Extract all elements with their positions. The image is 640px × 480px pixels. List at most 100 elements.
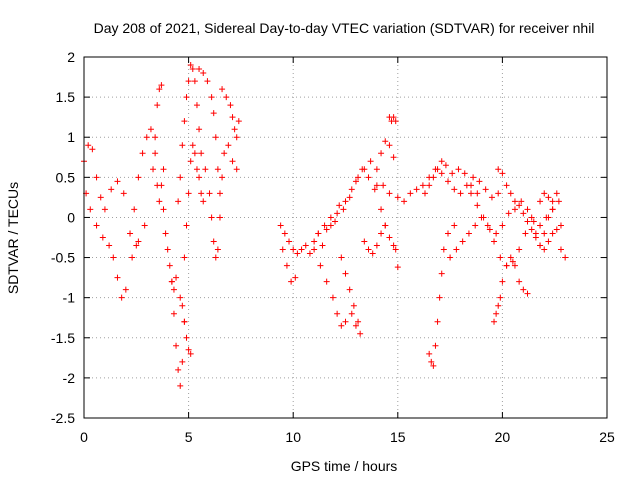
series-sat-j — [196, 66, 223, 197]
data-point — [214, 166, 221, 173]
data-point — [373, 166, 380, 173]
data-point — [520, 210, 527, 217]
data-point — [323, 226, 330, 233]
data-point — [530, 218, 537, 225]
data-point — [511, 198, 518, 205]
data-point — [175, 198, 182, 205]
data-point — [212, 254, 219, 261]
data-point — [185, 78, 192, 85]
data-point — [342, 270, 349, 277]
data-point — [365, 174, 372, 181]
data-point — [87, 206, 94, 213]
series-sat-o — [279, 246, 299, 285]
data-point — [141, 222, 148, 229]
data-point — [350, 302, 357, 309]
data-point — [421, 190, 428, 197]
data-point — [357, 330, 364, 337]
y-tick-label: 1.5 — [56, 89, 76, 105]
data-point — [476, 178, 483, 185]
data-point — [516, 278, 523, 285]
series-sat-i — [181, 142, 207, 261]
data-point — [378, 150, 385, 157]
data-point — [162, 230, 169, 237]
y-tick-label: -1.5 — [51, 330, 75, 346]
data-point — [332, 218, 339, 225]
data-point — [99, 234, 106, 241]
data-point — [369, 250, 376, 257]
data-point — [183, 334, 190, 341]
y-tick-label: -2.5 — [51, 410, 75, 426]
data-point — [346, 194, 353, 201]
data-point — [495, 302, 502, 309]
series-sat-w — [394, 264, 401, 271]
data-point — [179, 358, 186, 365]
data-point — [127, 230, 134, 237]
data-point — [154, 102, 161, 109]
data-point — [520, 286, 527, 293]
data-point — [491, 318, 498, 325]
x-tick-label: 0 — [80, 429, 88, 445]
data-point — [279, 246, 286, 253]
data-point — [114, 178, 121, 185]
data-point — [342, 198, 349, 205]
data-point — [440, 246, 447, 253]
data-point — [319, 242, 326, 249]
data-point — [380, 182, 387, 189]
data-point — [455, 166, 462, 173]
data-point — [338, 322, 345, 329]
data-point — [428, 358, 435, 365]
data-point — [447, 254, 454, 261]
data-point — [135, 174, 142, 181]
data-point — [193, 102, 200, 109]
data-point — [449, 170, 456, 177]
data-point — [187, 158, 194, 165]
data-point — [386, 142, 393, 149]
data-point — [507, 254, 514, 261]
x-tick-label: 5 — [185, 429, 193, 445]
series-sat-g — [175, 62, 203, 205]
data-point — [219, 86, 226, 93]
data-point — [214, 246, 221, 253]
data-point — [187, 62, 194, 69]
data-point — [465, 230, 472, 237]
data-point — [555, 198, 562, 205]
data-point — [315, 230, 322, 237]
data-point — [432, 342, 439, 349]
data-point — [361, 238, 368, 245]
data-point — [413, 186, 420, 193]
y-tick-label: -0.5 — [51, 250, 75, 266]
data-point — [147, 126, 154, 133]
data-point — [170, 286, 177, 293]
data-point — [302, 242, 309, 249]
data-point — [231, 126, 238, 133]
data-point — [390, 114, 397, 121]
grid-lines — [84, 57, 607, 418]
data-point — [85, 142, 92, 149]
data-point — [187, 350, 194, 357]
data-point — [183, 94, 190, 101]
data-point — [401, 198, 408, 205]
data-point — [185, 346, 192, 353]
data-point — [438, 270, 445, 277]
plot-frame — [83, 56, 608, 419]
data-point — [170, 310, 177, 317]
data-point — [177, 174, 184, 181]
data-point — [392, 246, 399, 253]
data-point — [327, 222, 334, 229]
data-point — [549, 206, 556, 213]
data-point — [516, 202, 523, 209]
y-tick-label: 1 — [67, 129, 75, 145]
series-sat-ae — [528, 190, 569, 261]
data-point — [177, 294, 184, 301]
x-tick-label: 25 — [599, 429, 615, 445]
data-point — [210, 110, 217, 117]
data-point — [438, 170, 445, 177]
series-sat-r — [336, 158, 393, 209]
data-point — [468, 182, 475, 189]
data-points — [81, 62, 569, 389]
data-point — [196, 66, 203, 73]
data-point — [179, 302, 186, 309]
data-point — [488, 194, 495, 201]
series-sat-l — [219, 86, 242, 141]
